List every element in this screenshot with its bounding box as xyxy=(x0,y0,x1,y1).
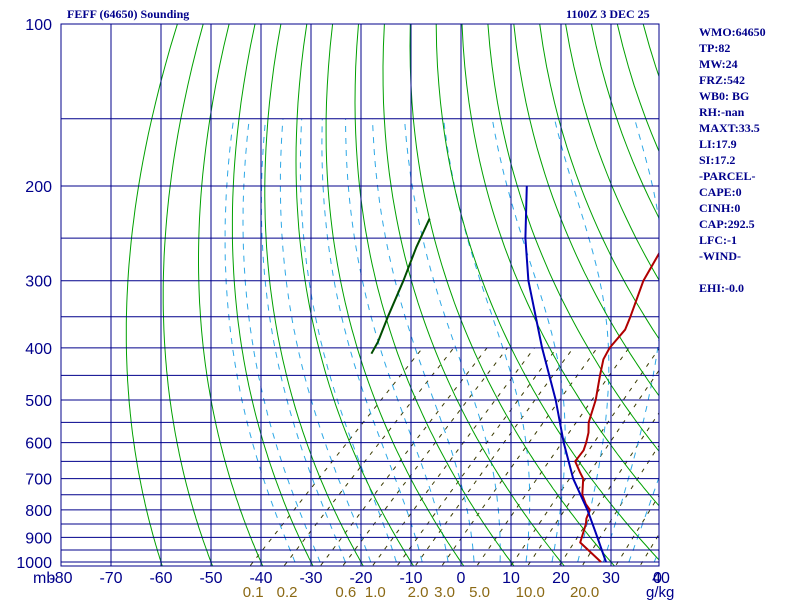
mixing-ratio-line xyxy=(319,347,488,566)
pressure-label-800: 800 xyxy=(25,503,52,520)
temperature-axis-labels: -80 -70 -60 -50 -40 -30 -20 -10 0 10 20 30 40 xyxy=(49,570,670,587)
pressure-axis-labels: 100 200 300 400 500 600 700 800 900 1000 xyxy=(16,17,52,572)
sounding-index xyxy=(699,264,799,280)
temperature-label--80: -80 xyxy=(49,570,72,587)
pressure-label-200: 200 xyxy=(25,179,52,196)
mixing-ratio-label-1.0: 1.0 xyxy=(365,584,386,600)
mixing-ratio-line xyxy=(510,347,659,566)
mixing-ratio-line xyxy=(283,347,455,566)
pressure-label-600: 600 xyxy=(25,436,52,453)
pressure-label-700: 700 xyxy=(25,472,52,489)
mixing-ratio-label-10.0: 10.0 xyxy=(516,584,545,600)
mixing-ratio-unit-label: g/kg xyxy=(646,584,674,600)
pressure-label-500: 500 xyxy=(25,393,52,410)
sounding-series xyxy=(370,185,659,563)
sounding-index: TP:82 xyxy=(699,41,731,55)
mixing-ratio-label-0.2: 0.2 xyxy=(277,584,298,600)
mixing-ratio-labels: 0.1 0.2 0.6 1.0 2.0 3.0 5.0 10.0 20.0 xyxy=(243,584,600,600)
temperature-label-0: 0 xyxy=(457,570,466,587)
mixing-ratio-line xyxy=(441,347,598,566)
mixing-ratio-label-5.0: 5.0 xyxy=(469,584,490,600)
sounding-index: EHI:-0.0 xyxy=(699,281,744,295)
chart-title: FEFF (64650) Sounding xyxy=(67,7,189,21)
plot-area xyxy=(61,24,659,566)
pressure-label-100: 100 xyxy=(25,17,52,34)
sounding-index: CAP:292.5 xyxy=(699,217,755,231)
dewpoint-line xyxy=(370,218,431,355)
temperature-label--20: -20 xyxy=(349,570,372,587)
sounding-index: -PARCEL- xyxy=(699,169,756,183)
sounding-index: -WIND- xyxy=(699,249,741,263)
mixing-ratio-label-0.1: 0.1 xyxy=(243,584,264,600)
temperature-label-40: 40 xyxy=(652,570,670,587)
mixing-ratio-line xyxy=(371,347,535,566)
sounding-index: WB0: BG xyxy=(699,89,750,103)
mixing-ratio-line xyxy=(396,347,558,566)
mixing-ratio-line xyxy=(249,347,423,566)
mixing-ratio-label-0.6: 0.6 xyxy=(335,584,356,600)
sounding-index: LFC:-1 xyxy=(699,233,737,247)
sounding-index: MAXT:33.5 xyxy=(699,121,760,135)
sounding-indices-panel: WMO:64650 TP:82 MW:24 FRZ:542 WB0: BG RH:-nan… xyxy=(699,24,799,296)
mixing-ratio-line xyxy=(526,369,659,566)
sounding-index: SI:17.2 xyxy=(699,153,736,167)
plot-frame xyxy=(60,23,660,567)
mixing-ratio-line xyxy=(476,347,630,566)
pressure-label-300: 300 xyxy=(25,274,52,291)
temperature-label--60: -60 xyxy=(149,570,172,587)
sounding-index: MW:24 xyxy=(699,57,738,71)
sounding-index: WMO:64650 xyxy=(699,25,766,39)
temperature-line xyxy=(574,251,659,563)
mixing-ratio-label-3.0: 3.0 xyxy=(434,584,455,600)
mixing-ratio-line xyxy=(558,412,659,566)
pressure-label-400: 400 xyxy=(25,341,52,358)
mixing-ratio-label-20.0: 20.0 xyxy=(570,584,599,600)
sounding-index: CINH:0 xyxy=(699,201,741,215)
temperature-label--70: -70 xyxy=(99,570,122,587)
temperature-label--30: -30 xyxy=(299,570,322,587)
pressure-label-1000: 1000 xyxy=(16,555,52,572)
sounding-index: FRZ:542 xyxy=(699,73,745,87)
temperature-label--50: -50 xyxy=(199,570,222,587)
temperature-label--40: -40 xyxy=(249,570,272,587)
mixing-ratio-label-2.0: 2.0 xyxy=(408,584,429,600)
temperature-label--10: -10 xyxy=(399,570,422,587)
corner-zero-label: 0 xyxy=(653,570,662,587)
temperature-label-10: 10 xyxy=(502,570,520,587)
mixing-ratio-line xyxy=(342,347,508,566)
mixing-ratio-line xyxy=(581,444,659,566)
parcel-line xyxy=(524,185,607,563)
mixing-ratio-lines xyxy=(249,347,659,566)
sounding-index: CAPE:0 xyxy=(699,185,742,199)
pressure-unit-label: mb xyxy=(33,570,55,587)
isotherms xyxy=(61,24,612,566)
sounding-index: LI:17.9 xyxy=(699,137,737,151)
chart-datetime: 1100Z 3 DEC 25 xyxy=(566,7,650,21)
sounding-index: RH:-nan xyxy=(699,105,745,119)
temperature-label-30: 30 xyxy=(602,570,620,587)
mixing-ratio-line xyxy=(414,347,574,566)
temperature-label-20: 20 xyxy=(552,570,570,587)
pressure-label-900: 900 xyxy=(25,530,52,547)
